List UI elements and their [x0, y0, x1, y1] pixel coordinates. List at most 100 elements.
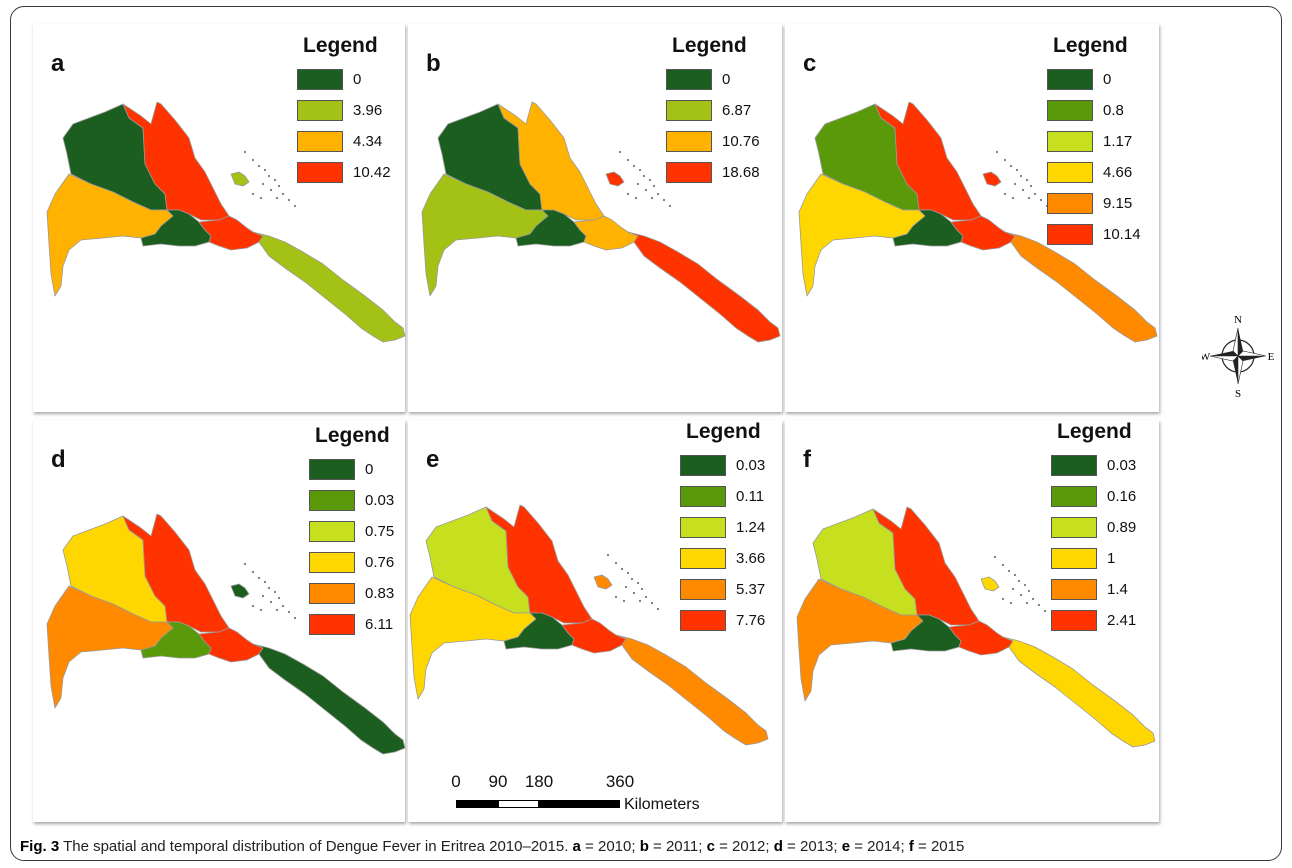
legend-item: 4.34: [297, 126, 391, 157]
island-dot: [1019, 593, 1023, 597]
map-panel-f: f Legend 0.03 0.16 0.89 1 1.4 2.41: [785, 420, 1159, 822]
legend-swatch: [1047, 224, 1093, 245]
island-dot: [273, 178, 277, 182]
island-dot: [263, 580, 267, 584]
legend-title: Legend: [315, 424, 390, 447]
island-dot: [1025, 601, 1029, 605]
legend-swatch: [1047, 193, 1093, 214]
legend-label: 9.15: [1103, 195, 1133, 212]
island-dot: [1001, 563, 1005, 567]
island-dot: [1037, 603, 1041, 607]
island-dot: [1023, 583, 1027, 587]
island-dot: [1015, 168, 1019, 172]
region-se: [627, 231, 781, 343]
legend-label: 10.42: [353, 164, 391, 181]
panel-letter: a: [51, 50, 65, 77]
legend-label: 0.83: [365, 585, 395, 602]
legend-item: 9.15: [1047, 188, 1141, 219]
island-dot: [632, 164, 636, 168]
legend-label: 1: [1107, 550, 1116, 567]
legend-item: 0.76: [309, 547, 394, 578]
region-m: [950, 215, 1016, 251]
region-m: [573, 215, 639, 251]
island-dot: [606, 553, 610, 557]
island-dot: [650, 196, 654, 200]
island-dot: [668, 204, 672, 208]
island-dot: [993, 555, 997, 559]
panel-letter: f: [803, 446, 811, 473]
legend: Legend 0 0.03 0.75 0.76 0.83 6.11: [309, 424, 394, 640]
island-dot: [1009, 164, 1013, 168]
scale-tick-90: 90: [488, 772, 508, 791]
scale-tick-360: 360: [605, 772, 635, 791]
island-dot: [267, 586, 271, 590]
scale-tick-0: 0: [451, 772, 461, 791]
legend-item: 6.87: [666, 95, 760, 126]
caption-year: = 2013;: [782, 838, 842, 855]
island-dot: [261, 182, 265, 186]
region-se: [252, 643, 406, 755]
map-panel-c: c Legend 0 0.8 1.17 4.66 9.15 10.14: [785, 24, 1159, 412]
legend-label: 0.11: [736, 488, 765, 505]
legend-item: 0.83: [309, 578, 394, 609]
legend-item: 10.42: [297, 157, 391, 188]
legend-swatch: [680, 610, 726, 631]
legend-label: 0.16: [1107, 488, 1137, 505]
map-panel-d: d Legend 0 0.03 0.75 0.76 0.83 6.11: [33, 420, 406, 822]
island-dot: [293, 204, 297, 208]
island-dot: [636, 581, 640, 585]
legend-label: 10.76: [722, 133, 760, 150]
island-dot: [624, 585, 628, 589]
legend-swatch: [680, 455, 726, 476]
island-dot: [626, 571, 630, 575]
compass-north: N: [1234, 314, 1242, 326]
compass-south: S: [1235, 388, 1241, 397]
legend-label: 0: [1103, 71, 1112, 88]
caption-year: = 2012;: [714, 838, 774, 855]
island-dot: [1039, 198, 1043, 202]
legend-item: 0.03: [309, 485, 394, 516]
island-dot: [1013, 182, 1017, 186]
legend-item: 0: [1047, 64, 1141, 95]
legend-item: 0.11: [680, 481, 765, 512]
island-dot: [257, 576, 261, 580]
legend-item: 0.16: [1051, 481, 1136, 512]
legend: Legend 0.03 0.11 1.24 3.66 5.37 7.76: [680, 420, 765, 636]
region-c: [890, 614, 962, 652]
region-c: [140, 209, 212, 247]
region-isl: [593, 574, 613, 590]
legend-swatch: [1051, 548, 1097, 569]
legend-label: 4.66: [1103, 164, 1133, 181]
island-dot: [1029, 184, 1033, 188]
island-dot: [1033, 192, 1037, 196]
caption-key: f: [908, 838, 914, 855]
legend-item: 1.4: [1051, 574, 1136, 605]
island-dot: [618, 150, 622, 154]
legend-swatch: [1051, 579, 1097, 600]
legend-label: 3.96: [353, 102, 383, 119]
legend-title: Legend: [686, 420, 761, 443]
island-dot: [1027, 589, 1031, 593]
caption-key: b: [639, 838, 649, 855]
island-dot: [1025, 178, 1029, 182]
island-dot: [251, 604, 255, 608]
legend-item: 3.66: [680, 543, 765, 574]
caption-year: = 2011;: [648, 838, 707, 855]
island-dot: [1001, 597, 1005, 601]
island-dot: [1009, 601, 1013, 605]
legend-label: 0.03: [736, 457, 766, 474]
island-dot: [287, 610, 291, 614]
legend-swatch: [666, 131, 712, 152]
legend-label: 5.37: [736, 581, 766, 598]
island-dot: [257, 164, 261, 168]
scale-bar: 0 90 180 360 Kilometers: [448, 772, 718, 813]
region-m: [198, 627, 264, 663]
caption-key: d: [773, 838, 783, 855]
island-dot: [1031, 597, 1035, 601]
island-dot: [656, 607, 660, 611]
legend-label: 0.89: [1107, 519, 1137, 536]
region-c: [515, 209, 587, 247]
legend-swatch: [680, 486, 726, 507]
legend-item: 6.11: [309, 609, 394, 640]
region-m: [561, 618, 627, 654]
